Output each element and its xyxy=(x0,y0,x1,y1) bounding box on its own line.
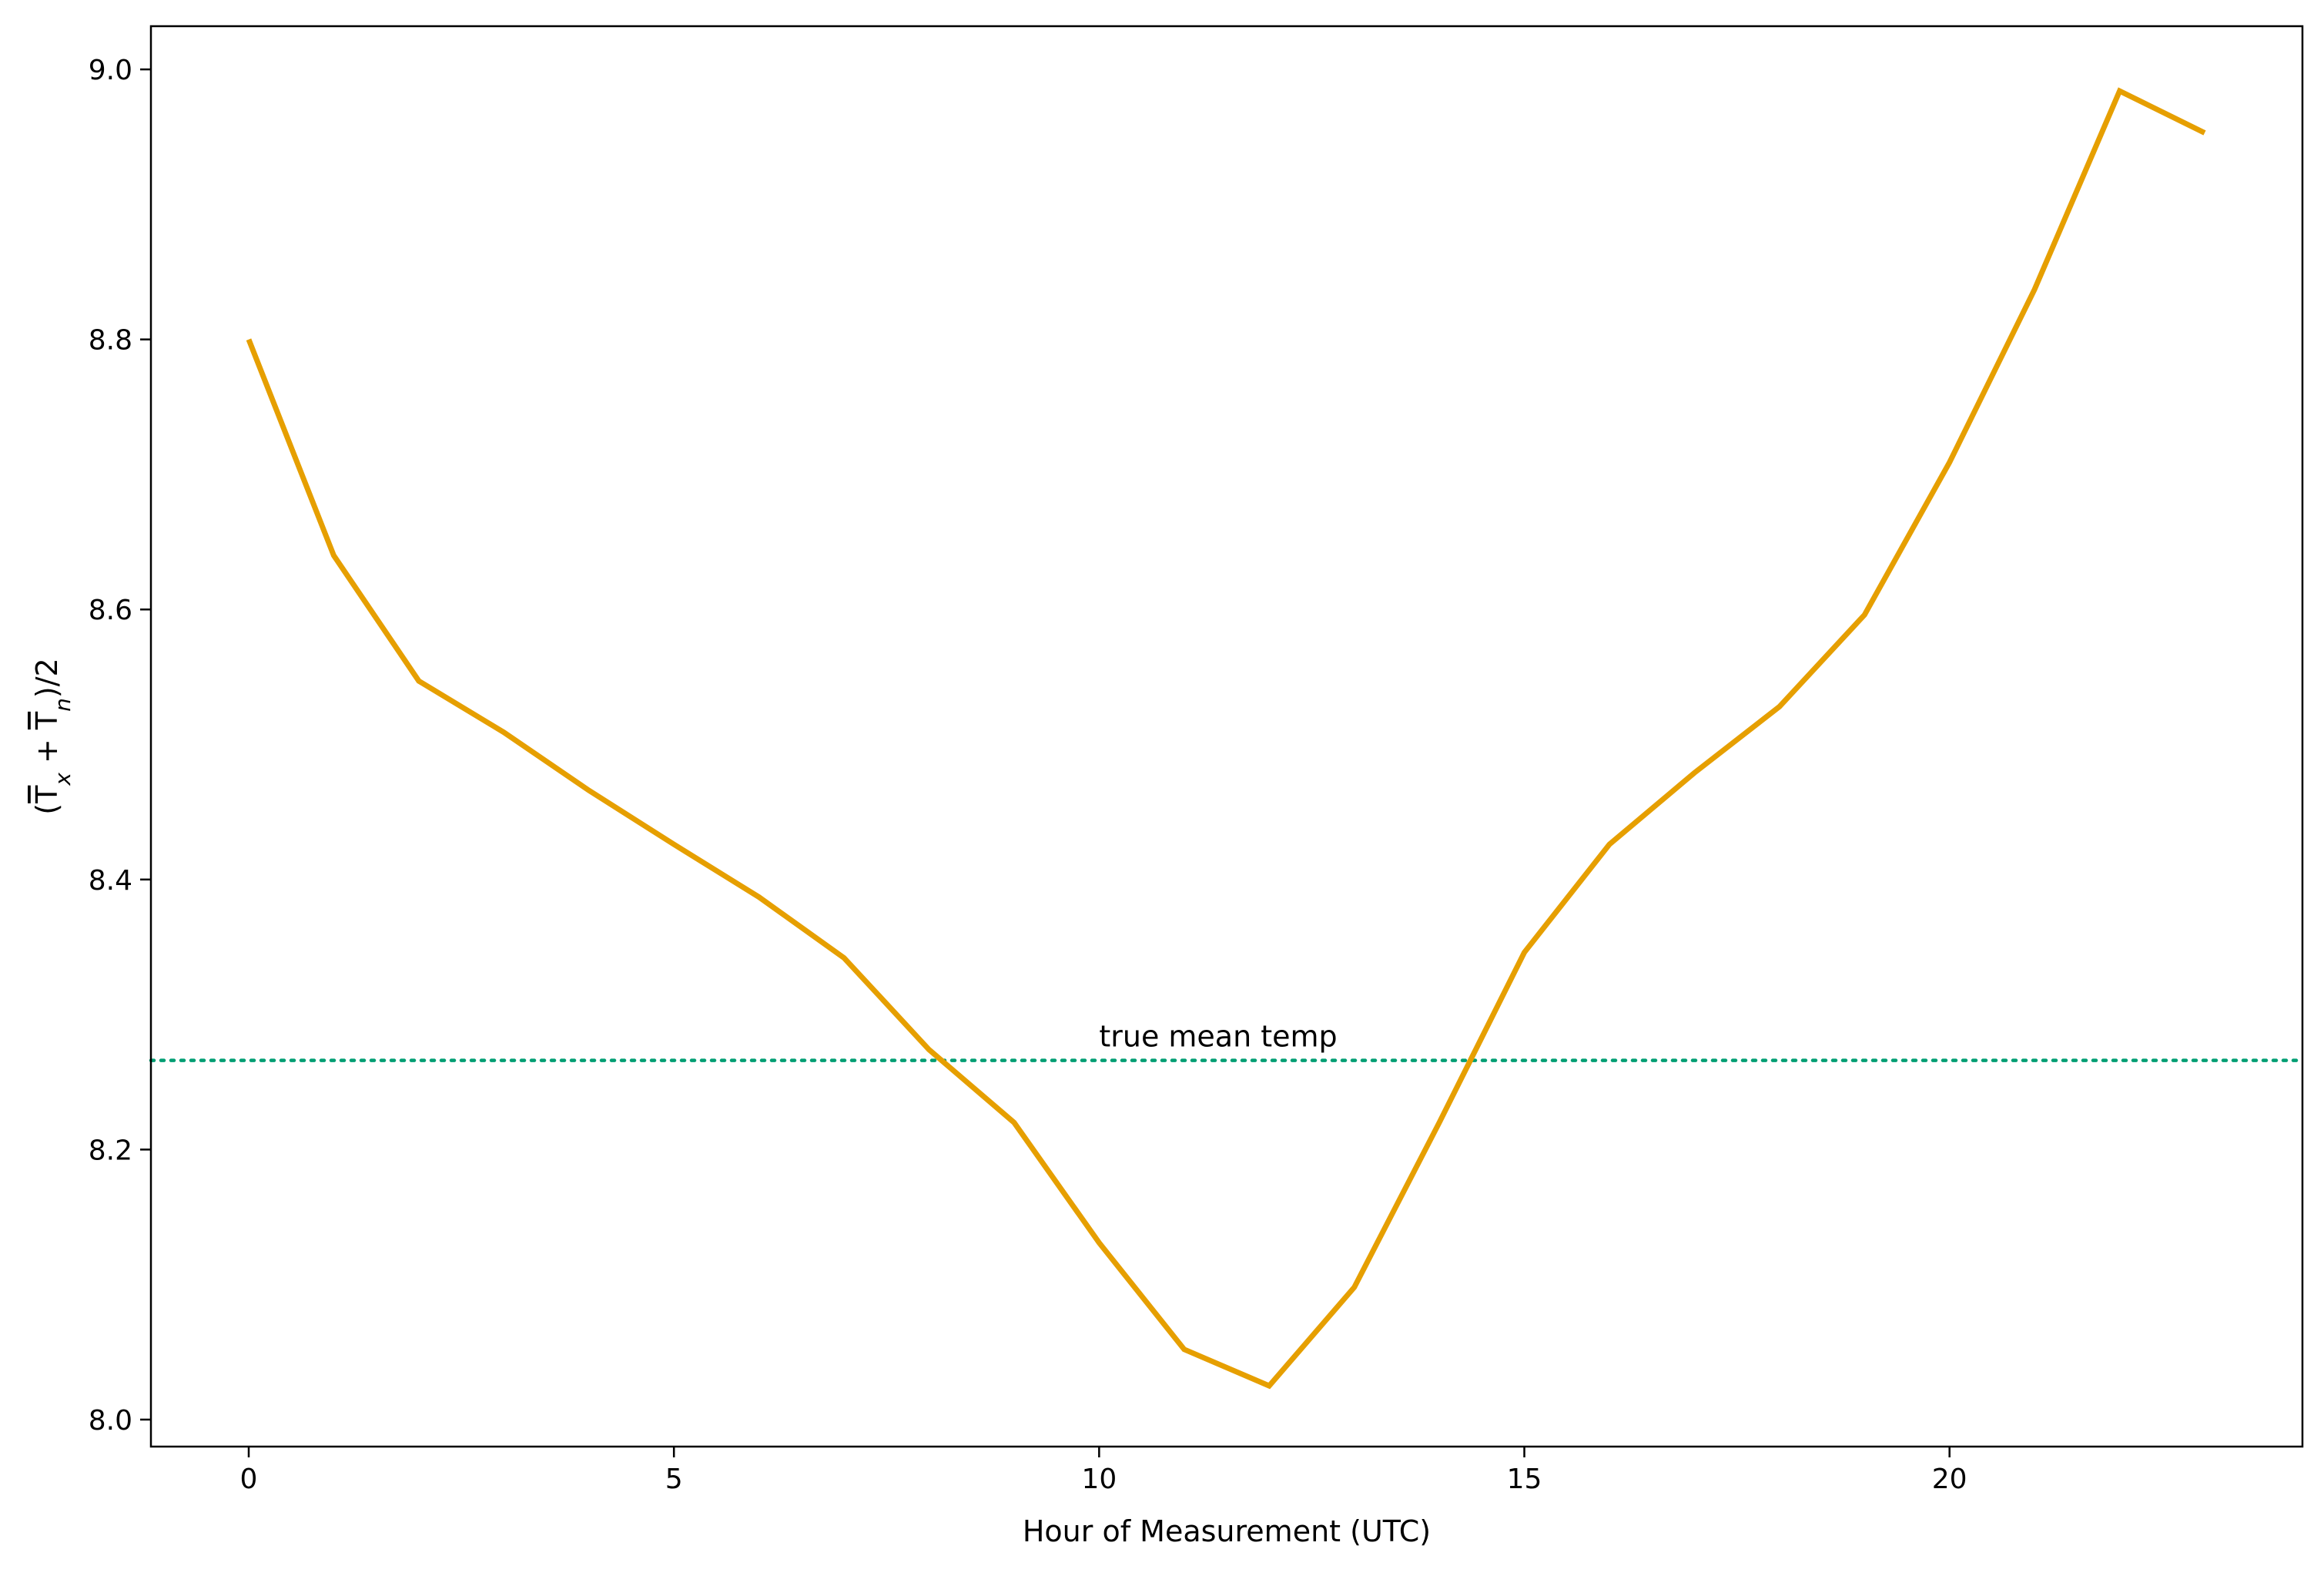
x-axis: 0 5 10 15 20 xyxy=(240,1447,1967,1495)
y-label-close: )/2 xyxy=(30,658,64,698)
series-line xyxy=(246,87,2206,1390)
x-tick-label: 20 xyxy=(1932,1464,1967,1495)
y-tick-label: 9.0 xyxy=(89,55,132,86)
y-tick-label: 8.0 xyxy=(89,1405,132,1437)
y-axis: 8.0 8.2 8.4 8.6 8.8 9.0 xyxy=(89,55,151,1437)
x-tick-label: 5 xyxy=(665,1464,683,1495)
y-label-tx-subscript: x xyxy=(50,773,75,786)
y-label-open-paren: ( xyxy=(30,803,64,815)
reference-line-label: true mean temp xyxy=(1099,1020,1337,1054)
x-tick-label: 10 xyxy=(1081,1464,1117,1495)
reference-lines: true mean temp xyxy=(149,1020,2305,1062)
y-label-tn: T xyxy=(30,711,64,730)
y-tick-label: 8.8 xyxy=(89,325,132,357)
y-label-tx: T xyxy=(30,785,64,804)
x-tick-label: 15 xyxy=(1507,1464,1542,1495)
series-layer xyxy=(246,87,2206,1390)
y-axis-label: (Tx + Tn)/2 xyxy=(30,658,75,814)
x-tick-label: 0 xyxy=(240,1464,258,1495)
y-tick-label: 8.2 xyxy=(89,1135,132,1166)
x-axis-label: Hour of Measurement (UTC) xyxy=(1023,1514,1431,1548)
y-label-tn-subscript: n xyxy=(50,698,75,712)
y-tick-label: 8.4 xyxy=(89,865,132,897)
axes-frame xyxy=(149,25,2304,1448)
y-label-plus: + xyxy=(30,729,64,773)
y-tick-label: 8.6 xyxy=(89,595,132,626)
